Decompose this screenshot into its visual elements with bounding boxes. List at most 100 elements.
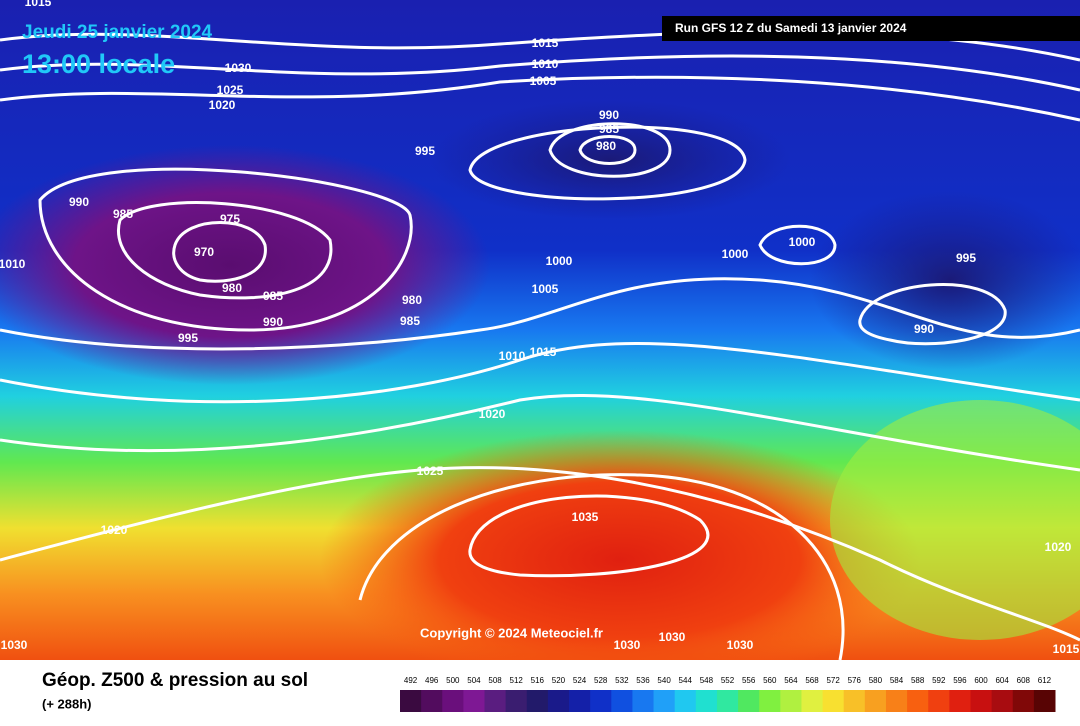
isobar-label: 1010 bbox=[499, 349, 526, 363]
isobar-label: 970 bbox=[194, 245, 214, 259]
valid-date: Jeudi 25 janvier 2024 bbox=[22, 22, 213, 43]
colorbar-swatch bbox=[632, 690, 655, 712]
colorbar-label: 520 bbox=[552, 676, 566, 685]
isobar-label: 1020 bbox=[209, 98, 236, 112]
colorbar-swatch bbox=[463, 690, 486, 712]
isobar-label: 985 bbox=[400, 314, 420, 328]
colorbar-swatch bbox=[547, 690, 570, 712]
colorbar-label: 572 bbox=[826, 676, 840, 685]
isobar-label: 1015 bbox=[1053, 642, 1080, 656]
colorbar-swatch bbox=[695, 690, 718, 712]
isobar-label: 980 bbox=[402, 293, 422, 307]
isobar-label: 1025 bbox=[217, 83, 244, 97]
colorbar-label: 592 bbox=[932, 676, 946, 685]
colorbar-label: 608 bbox=[1017, 676, 1031, 685]
isobar-label: 985 bbox=[263, 289, 283, 303]
isobar-label: 1030 bbox=[1, 638, 28, 652]
colorbar-swatch bbox=[716, 690, 739, 712]
isobar-label: 1020 bbox=[1045, 540, 1072, 554]
colorbar-swatch bbox=[780, 690, 802, 712]
isobar-label: 1015 bbox=[532, 36, 559, 50]
colorbar-swatch bbox=[928, 690, 950, 712]
isobar-label: 985 bbox=[113, 207, 133, 221]
colorbar-swatch bbox=[674, 690, 697, 712]
colorbar-label: 508 bbox=[488, 676, 502, 685]
isobar-label: 1020 bbox=[479, 407, 506, 421]
colorbar-swatch bbox=[590, 690, 612, 712]
isobar-label: 1000 bbox=[789, 235, 816, 249]
isobar-label: 1005 bbox=[532, 282, 559, 296]
colorbar-label: 528 bbox=[594, 676, 608, 685]
colorbar-label: 532 bbox=[615, 676, 629, 685]
colorbar-label: 516 bbox=[531, 676, 545, 685]
colorbar-label: 492 bbox=[404, 676, 418, 685]
footer-lead: (+ 288h) bbox=[42, 696, 92, 711]
run-banner bbox=[662, 16, 1080, 41]
colorbar-label: 556 bbox=[742, 676, 756, 685]
colorbar-swatch bbox=[611, 690, 633, 712]
colorbar-swatch bbox=[991, 690, 1014, 712]
colorbar-label: 588 bbox=[911, 676, 925, 685]
footer-title: Géop. Z500 & pression au sol bbox=[42, 670, 308, 691]
isobar-label: 1030 bbox=[659, 630, 686, 644]
colorbar-swatch bbox=[400, 690, 422, 712]
colorbar-swatch bbox=[1033, 690, 1056, 712]
valid-time: 13:00 locale bbox=[22, 49, 175, 79]
isobar-label: 1030 bbox=[727, 638, 754, 652]
isobar-label: 1030 bbox=[225, 61, 252, 75]
isobar-label: 1000 bbox=[546, 254, 573, 268]
colorbar-label: 604 bbox=[995, 676, 1009, 685]
run-info: Run GFS 12 Z du Samedi 13 janvier 2024 bbox=[675, 21, 907, 35]
isobar-label: 1000 bbox=[722, 247, 749, 261]
colorbar-swatch bbox=[843, 690, 866, 712]
colorbar-swatch bbox=[505, 690, 528, 712]
colorbar-label: 524 bbox=[573, 676, 587, 685]
colorbar-swatch bbox=[526, 690, 549, 712]
colorbar-swatch bbox=[864, 690, 887, 712]
colorbar-swatch bbox=[484, 690, 507, 712]
colorbar-swatch bbox=[801, 690, 824, 712]
isobar-label: 1015 bbox=[25, 0, 52, 9]
colorbar-label: 560 bbox=[763, 676, 777, 685]
isobar-label: 995 bbox=[415, 144, 435, 158]
isobar-label: 985 bbox=[599, 122, 619, 136]
colorbar-label: 544 bbox=[679, 676, 693, 685]
isobar-label: 975 bbox=[220, 212, 240, 226]
isobar-label: 1030 bbox=[614, 638, 641, 652]
isobar-label: 1010 bbox=[532, 57, 559, 71]
colorbar-label: 504 bbox=[467, 676, 481, 685]
colorbar-swatch bbox=[653, 690, 676, 712]
colorbar-swatch bbox=[738, 690, 760, 712]
colorbar-label: 540 bbox=[657, 676, 671, 685]
isobar-label: 1005 bbox=[530, 74, 557, 88]
colorbar-label: 552 bbox=[721, 676, 735, 685]
colorbar-label: 536 bbox=[636, 676, 650, 685]
isobar-label: 980 bbox=[596, 139, 616, 153]
colorbar-label: 512 bbox=[510, 676, 524, 685]
colorbar: 492 496 500 504 508 512 516 520 524 528 532 536 540 5… bbox=[400, 676, 1056, 712]
isobar-label: 995 bbox=[956, 251, 976, 265]
colorbar-swatch bbox=[421, 690, 443, 712]
colorbar-label: 496 bbox=[425, 676, 439, 685]
colorbar-label: 596 bbox=[953, 676, 967, 685]
colorbar-label: 548 bbox=[700, 676, 714, 685]
isobar-label: 990 bbox=[599, 108, 619, 122]
isobar-label: 980 bbox=[222, 281, 242, 295]
colorbar-swatch bbox=[907, 690, 929, 712]
colorbar-swatch bbox=[1012, 690, 1035, 712]
isobar-label: 990 bbox=[914, 322, 934, 336]
isobar-label: 1015 bbox=[530, 345, 557, 359]
colorbar-label: 500 bbox=[446, 676, 460, 685]
colorbar-swatch bbox=[885, 690, 908, 712]
colorbar-label: 584 bbox=[890, 676, 904, 685]
copyright: Copyright © 2024 Meteociel.fr bbox=[420, 625, 603, 640]
isobar-labels: 1015101510101005103010251020995990985980… bbox=[0, 0, 1080, 656]
colorbar-swatch bbox=[442, 690, 464, 712]
isobar-label: 1010 bbox=[0, 257, 26, 271]
colorbar-swatch bbox=[949, 690, 971, 712]
isobars bbox=[0, 30, 1080, 661]
isobar-label: 1025 bbox=[417, 464, 444, 478]
isobar-label: 990 bbox=[263, 315, 283, 329]
colorbar-swatch bbox=[970, 690, 993, 712]
